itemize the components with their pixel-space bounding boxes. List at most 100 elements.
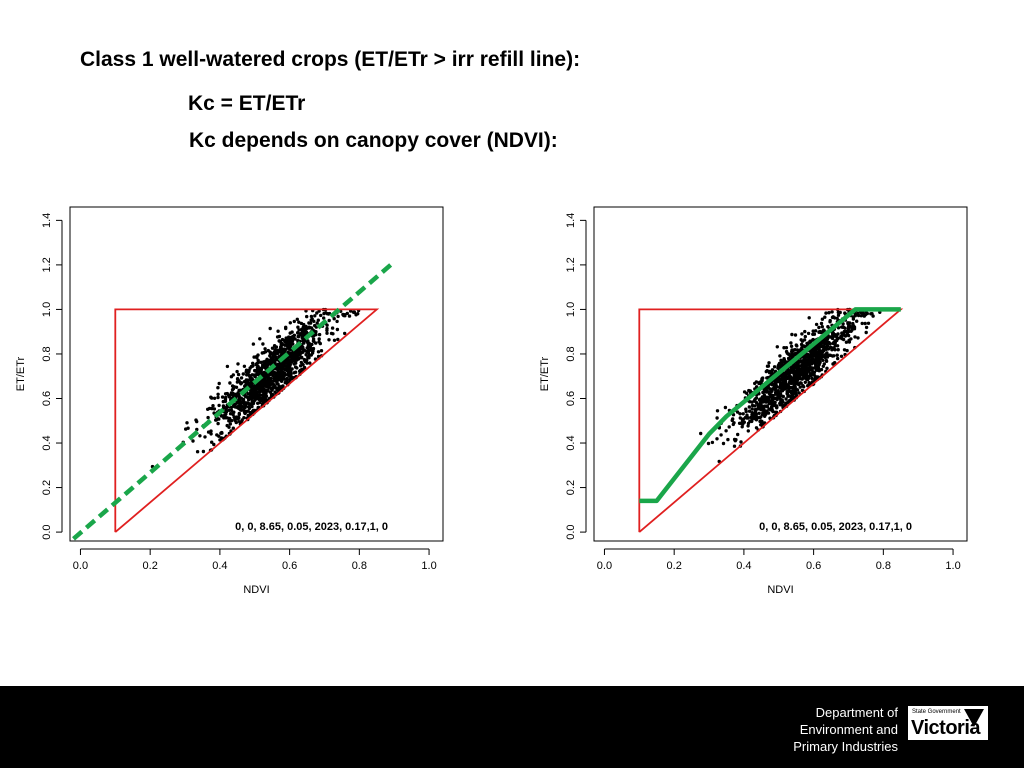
- data-point: [251, 391, 254, 394]
- data-point: [759, 408, 762, 411]
- data-point: [216, 386, 219, 389]
- data-point: [753, 382, 756, 385]
- y-tick-label: 0.0: [565, 524, 577, 539]
- data-point: [722, 442, 725, 445]
- data-point: [216, 393, 219, 396]
- data-point: [250, 385, 253, 388]
- data-point: [785, 346, 788, 349]
- data-point: [292, 371, 295, 374]
- data-point: [220, 431, 223, 434]
- data-point: [273, 378, 276, 381]
- data-point: [790, 367, 793, 370]
- x-axis-label: NDVI: [767, 584, 793, 596]
- data-point: [814, 358, 817, 361]
- data-point: [228, 381, 231, 384]
- y-axis-label: ET/ETr: [539, 356, 551, 391]
- data-point: [759, 401, 762, 404]
- data-point: [716, 409, 719, 412]
- data-point: [198, 434, 201, 437]
- data-point: [291, 358, 294, 361]
- data-point: [289, 321, 292, 324]
- data-point: [191, 439, 194, 442]
- data-point: [742, 412, 745, 415]
- data-point: [295, 357, 298, 360]
- data-point: [799, 385, 802, 388]
- data-point: [793, 365, 796, 368]
- scatter-chart-dashed-fit: 0.0 0.2 0.4 0.6 0.8 1.0 NDVI 0.0 0.2 0.4 0.6 0.8 1.0…: [10, 195, 480, 610]
- data-point: [257, 359, 260, 362]
- data-point: [304, 353, 307, 356]
- data-point: [301, 328, 304, 331]
- data-point: [852, 315, 855, 318]
- y-tick-label: 0.8: [41, 346, 53, 361]
- data-point: [809, 359, 812, 362]
- data-point: [348, 314, 351, 317]
- data-point: [262, 392, 265, 395]
- x-tick-label: 1.0: [421, 560, 436, 572]
- data-point: [275, 367, 278, 370]
- data-point: [282, 377, 285, 380]
- data-point: [305, 315, 308, 318]
- data-point: [308, 326, 311, 329]
- data-point: [818, 362, 821, 365]
- data-point: [786, 390, 789, 393]
- data-point: [276, 335, 279, 338]
- data-point: [785, 371, 788, 374]
- data-point: [788, 382, 791, 385]
- data-point: [779, 403, 782, 406]
- data-point: [724, 429, 727, 432]
- data-point: [216, 396, 219, 399]
- data-point: [743, 390, 746, 393]
- data-point: [840, 355, 843, 358]
- data-point: [827, 341, 830, 344]
- data-point: [226, 365, 229, 368]
- data-point: [273, 390, 276, 393]
- data-point: [236, 362, 239, 365]
- data-point: [803, 368, 806, 371]
- data-point: [846, 333, 849, 336]
- data-point: [221, 395, 224, 398]
- data-point: [799, 377, 802, 380]
- data-point: [308, 354, 311, 357]
- data-point: [233, 385, 236, 388]
- data-point: [758, 412, 761, 415]
- data-point: [813, 347, 816, 350]
- data-point: [300, 322, 303, 325]
- data-point: [294, 365, 297, 368]
- data-point: [287, 346, 290, 349]
- y-tick-label: 0.8: [565, 346, 577, 361]
- data-point: [234, 393, 237, 396]
- data-point: [232, 415, 235, 418]
- data-point: [232, 405, 235, 408]
- data-point: [301, 338, 304, 341]
- data-point: [754, 417, 757, 420]
- data-point: [762, 408, 765, 411]
- data-point: [224, 398, 227, 401]
- data-point: [211, 404, 214, 407]
- data-point: [275, 382, 278, 385]
- data-point: [846, 322, 849, 325]
- data-point: [787, 394, 790, 397]
- data-point: [780, 360, 783, 363]
- data-point: [825, 367, 828, 370]
- dept-line-3: Primary Industries: [793, 738, 898, 755]
- data-point: [318, 337, 321, 340]
- data-point: [254, 396, 257, 399]
- data-point: [726, 438, 729, 441]
- data-point: [799, 369, 802, 372]
- y-tick-label: 0.6: [565, 391, 577, 406]
- data-point: [818, 356, 821, 359]
- model-params-annotation: 0, 0, 8.65, 0.05, 2023, 0.17,1, 0: [759, 521, 912, 533]
- data-point: [849, 337, 852, 340]
- data-point: [783, 358, 786, 361]
- data-point: [245, 382, 248, 385]
- y-tick-label: 1.0: [565, 302, 577, 317]
- data-point: [805, 359, 808, 362]
- data-point: [335, 320, 338, 323]
- data-point: [300, 347, 303, 350]
- data-point: [218, 382, 221, 385]
- data-point: [242, 400, 245, 403]
- data-point: [293, 320, 296, 323]
- x-tick-label: 0.0: [73, 560, 88, 572]
- data-point: [857, 314, 860, 317]
